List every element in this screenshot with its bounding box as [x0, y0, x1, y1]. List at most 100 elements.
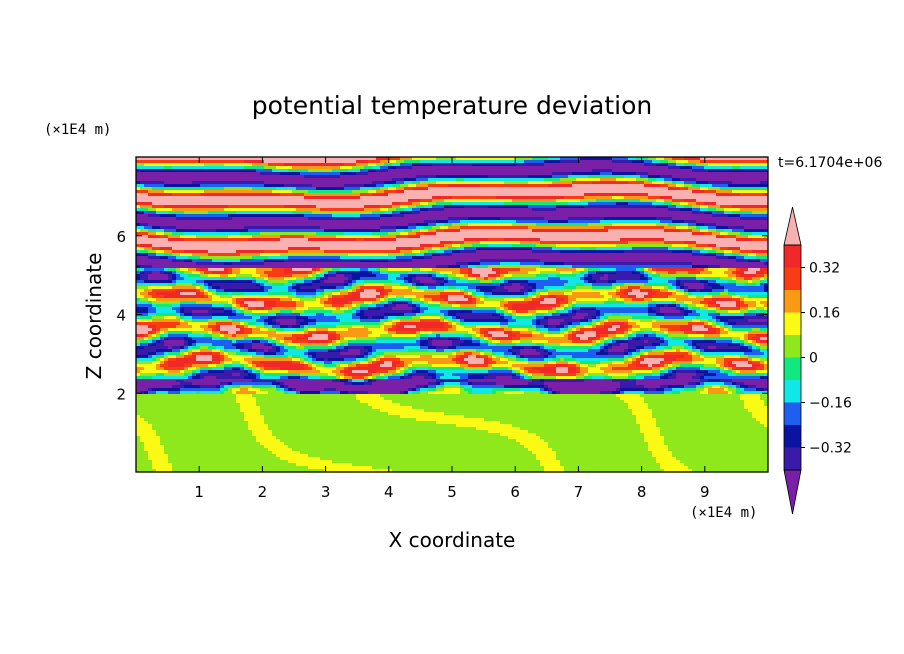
contour-cell — [136, 232, 148, 236]
contour-cell — [440, 247, 448, 251]
contour-cell — [308, 340, 328, 344]
contour-cell — [260, 274, 268, 278]
contour-cell — [688, 334, 704, 338]
contour-cell — [436, 202, 452, 206]
contour-cell — [264, 325, 268, 329]
contour-cell — [292, 361, 300, 365]
contour-cell — [340, 337, 344, 341]
contour-cell — [324, 268, 332, 272]
contour-cell — [296, 388, 324, 392]
contour-cell — [452, 202, 504, 206]
contour-cell — [652, 319, 656, 323]
contour-cell — [552, 247, 580, 251]
contour-cell — [136, 274, 140, 278]
contour-cell — [696, 277, 704, 281]
contour-cell — [428, 367, 464, 371]
contour-cell — [268, 277, 284, 281]
contour-cell — [596, 247, 632, 251]
contour-cell — [136, 343, 140, 347]
contour-cell — [212, 361, 220, 365]
contour-cell — [700, 385, 704, 389]
contour-cell — [740, 355, 748, 359]
contour-cell — [380, 268, 388, 272]
contour-cell — [652, 325, 660, 329]
contour-cell — [668, 367, 672, 371]
contour-cell — [460, 289, 464, 293]
contour-cell — [588, 271, 596, 275]
contour-cell — [684, 289, 688, 293]
contour-cell — [736, 370, 740, 374]
contour-cell — [152, 271, 160, 275]
contour-cell — [372, 346, 404, 350]
contour-cell — [604, 346, 608, 350]
contour-cell — [640, 271, 644, 275]
contour-cell — [180, 391, 196, 395]
contour-cell — [212, 316, 228, 320]
contour-cell — [340, 349, 348, 353]
contour-cell — [368, 349, 372, 353]
contour-cell — [460, 322, 464, 326]
contour-cell — [296, 307, 308, 311]
contour-cell — [156, 340, 160, 344]
contour-cell — [292, 211, 312, 215]
contour-cell — [700, 271, 712, 275]
contour-cell — [736, 268, 740, 272]
contour-cell — [512, 370, 516, 374]
contour-cell — [436, 232, 692, 236]
contour-cell — [212, 298, 232, 302]
contour-cell — [656, 205, 668, 209]
contour-cell — [452, 196, 496, 200]
contour-cell — [244, 304, 248, 308]
contour-cell — [680, 391, 700, 395]
contour-cell — [136, 250, 140, 254]
contour-cell — [300, 286, 320, 290]
contour-cell — [140, 223, 148, 227]
contour-cell — [544, 343, 560, 347]
contour-cell — [748, 310, 756, 314]
contour-cell — [240, 406, 260, 410]
contour-cell — [308, 190, 352, 194]
contour-cell — [520, 376, 524, 380]
contour-cell — [672, 217, 740, 221]
contour-cell — [440, 226, 448, 230]
contour-cell — [756, 346, 760, 350]
contour-cell — [720, 379, 732, 383]
contour-cell — [596, 199, 640, 203]
contour-cell — [748, 337, 752, 341]
contour-cell — [584, 283, 592, 287]
contour-cell — [232, 295, 288, 299]
contour-cell — [704, 253, 716, 257]
contour-cell — [280, 346, 284, 350]
contour-cell — [276, 331, 304, 335]
contour-cell — [372, 181, 384, 185]
contour-cell — [156, 337, 160, 341]
contour-cell — [548, 385, 620, 389]
contour-cell — [420, 355, 432, 359]
contour-cell — [548, 445, 648, 449]
contour-cell — [536, 343, 544, 347]
contour-cell — [384, 298, 388, 302]
contour-cell — [392, 319, 400, 323]
contour-cell — [384, 304, 388, 308]
contour-cell — [144, 367, 156, 371]
contour-cell — [180, 301, 196, 305]
contour-cell — [644, 349, 652, 353]
contour-cell — [268, 310, 280, 314]
contour-cell — [756, 334, 768, 338]
contour-cell — [688, 292, 692, 296]
contour-cell — [316, 364, 324, 368]
contour-field — [136, 157, 768, 472]
contour-cell — [200, 283, 204, 287]
contour-cell — [732, 382, 736, 386]
contour-cell — [708, 322, 712, 326]
contour-cell — [260, 367, 264, 371]
contour-cell — [220, 382, 228, 386]
contour-cell — [572, 301, 576, 305]
contour-cell — [412, 268, 420, 272]
contour-cell — [528, 289, 532, 293]
contour-cell — [600, 313, 604, 317]
contour-cell — [648, 340, 660, 344]
contour-cell — [600, 178, 616, 182]
contour-cell — [188, 274, 200, 278]
contour-cell — [148, 301, 152, 305]
